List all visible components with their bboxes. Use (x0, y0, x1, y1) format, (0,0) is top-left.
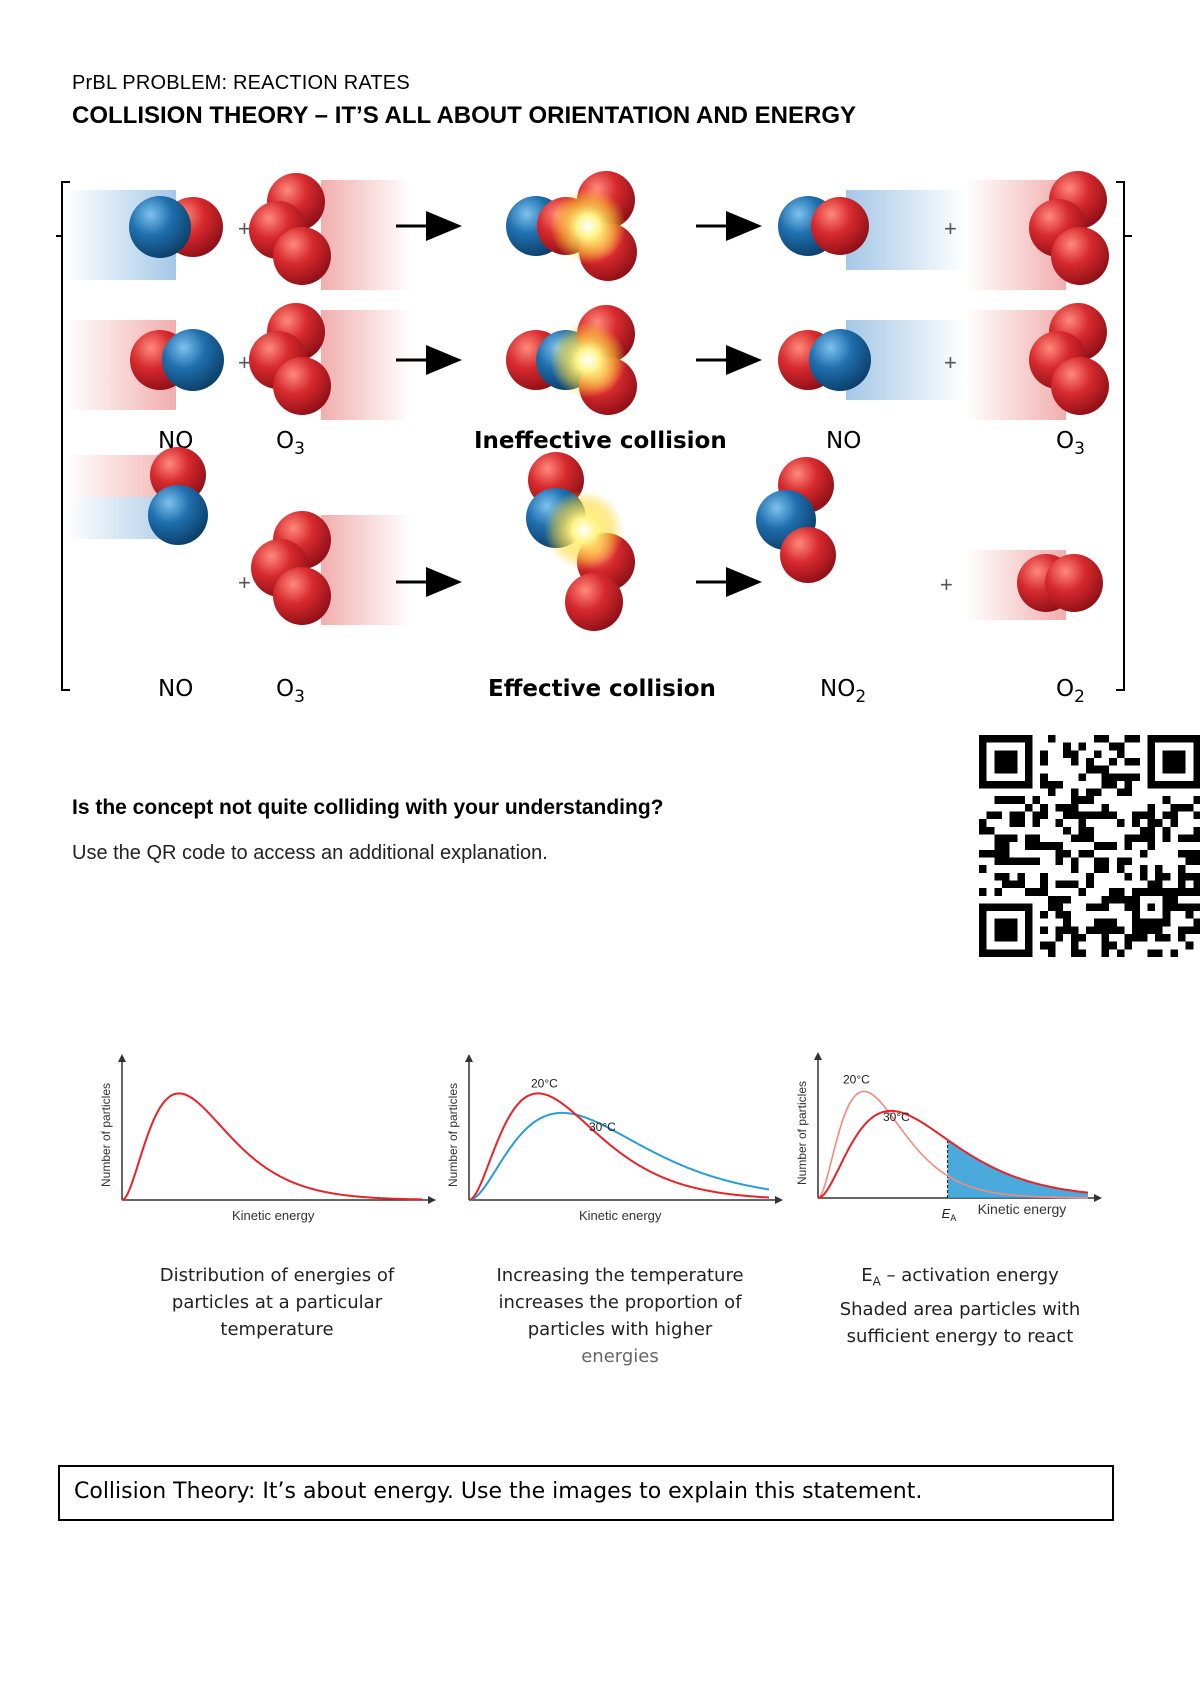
task-prompt: Collision Theory: It’s about energy. Use… (74, 1479, 923, 1504)
chart-2-caption: Increasing the temperature increases the… (496, 1265, 744, 1367)
x-axis-arrow-icon (1094, 1194, 1102, 1202)
plus-sign: + (238, 216, 251, 241)
worksheet-subtitle: PrBL PROBLEM: REACTION RATES (72, 72, 410, 94)
energy-distribution-chart-1: Number of particles Kinetic energy (100, 1054, 436, 1223)
plus-sign: + (940, 572, 953, 597)
series-label-20c: 20°C (531, 1076, 558, 1090)
x-axis-label: Kinetic energy (579, 1208, 662, 1223)
x-axis-label: Kinetic energy (232, 1208, 315, 1223)
x-axis-arrow-icon (428, 1196, 436, 1204)
label-no: NO (826, 428, 861, 454)
collision-flash-icon (544, 490, 624, 570)
chart-1-caption: Distribution of energies of particles at… (159, 1265, 395, 1340)
collision-diagram: + + + (56, 171, 1132, 707)
qr-code-icon[interactable] (979, 735, 1200, 957)
plus-sign: + (238, 350, 251, 375)
row-1: + + (66, 171, 1109, 290)
x-axis-arrow-icon (775, 1196, 783, 1204)
left-bracket (61, 181, 70, 691)
energy-distribution-chart-2: Number of particles 20°C 30°C Kinetic energ… (447, 1054, 783, 1223)
y-axis-label: Number of particles (100, 1083, 113, 1187)
chart-3-caption: EA – activation energy Shaded area parti… (839, 1265, 1081, 1347)
task-prompt-box[interactable]: Collision Theory: It’s about energy. Use… (58, 1465, 1114, 1521)
worksheet-title: COLLISION THEORY – IT’S ALL ABOUT ORIENT… (72, 102, 857, 129)
y-axis-label: Number of particles (795, 1081, 809, 1185)
row-2: + + (66, 303, 1109, 420)
label-o3: O3 (276, 676, 305, 707)
activation-shaded-area (947, 1139, 1088, 1198)
energy-distribution-chart-3: Number of particles 20°C 30°C EA Kinetic ene… (795, 1052, 1102, 1223)
label-ineffective-collision: Ineffective collision (474, 428, 727, 454)
y-axis-arrow-icon (118, 1054, 126, 1062)
right-bracket (1116, 181, 1125, 691)
plus-sign: + (944, 216, 957, 241)
x-axis-label: Kinetic energy (978, 1201, 1067, 1217)
series-label-30c: 30°C (883, 1110, 910, 1124)
y-axis-arrow-icon (814, 1052, 822, 1060)
series-label-30c: 30°C (589, 1120, 616, 1134)
series-line (468, 1111, 770, 1201)
label-o2: O2 (1056, 676, 1085, 707)
y-axis-label: Number of particles (447, 1083, 460, 1187)
row-3: + + (66, 447, 1103, 631)
plus-sign: + (238, 570, 251, 595)
series-line (817, 1090, 1088, 1199)
collision-flash-icon (550, 188, 626, 264)
plus-sign: + (944, 350, 957, 375)
collision-flash-icon (550, 322, 626, 398)
y-axis-arrow-icon (465, 1054, 473, 1062)
qr-question: Is the concept not quite colliding with … (72, 796, 664, 819)
series-label-20c: 20°C (843, 1072, 870, 1086)
qr-hint: Use the QR code to access an additional … (72, 842, 548, 864)
label-effective-collision: Effective collision (488, 676, 716, 702)
label-no: NO (158, 676, 193, 702)
activation-energy-label: EA (942, 1206, 957, 1223)
series-line (121, 1092, 422, 1201)
label-o3: O3 (1056, 428, 1085, 459)
series-line (817, 1109, 1089, 1199)
series-line (468, 1092, 770, 1201)
label-no2: NO2 (820, 676, 866, 707)
label-o3: O3 (276, 428, 305, 459)
